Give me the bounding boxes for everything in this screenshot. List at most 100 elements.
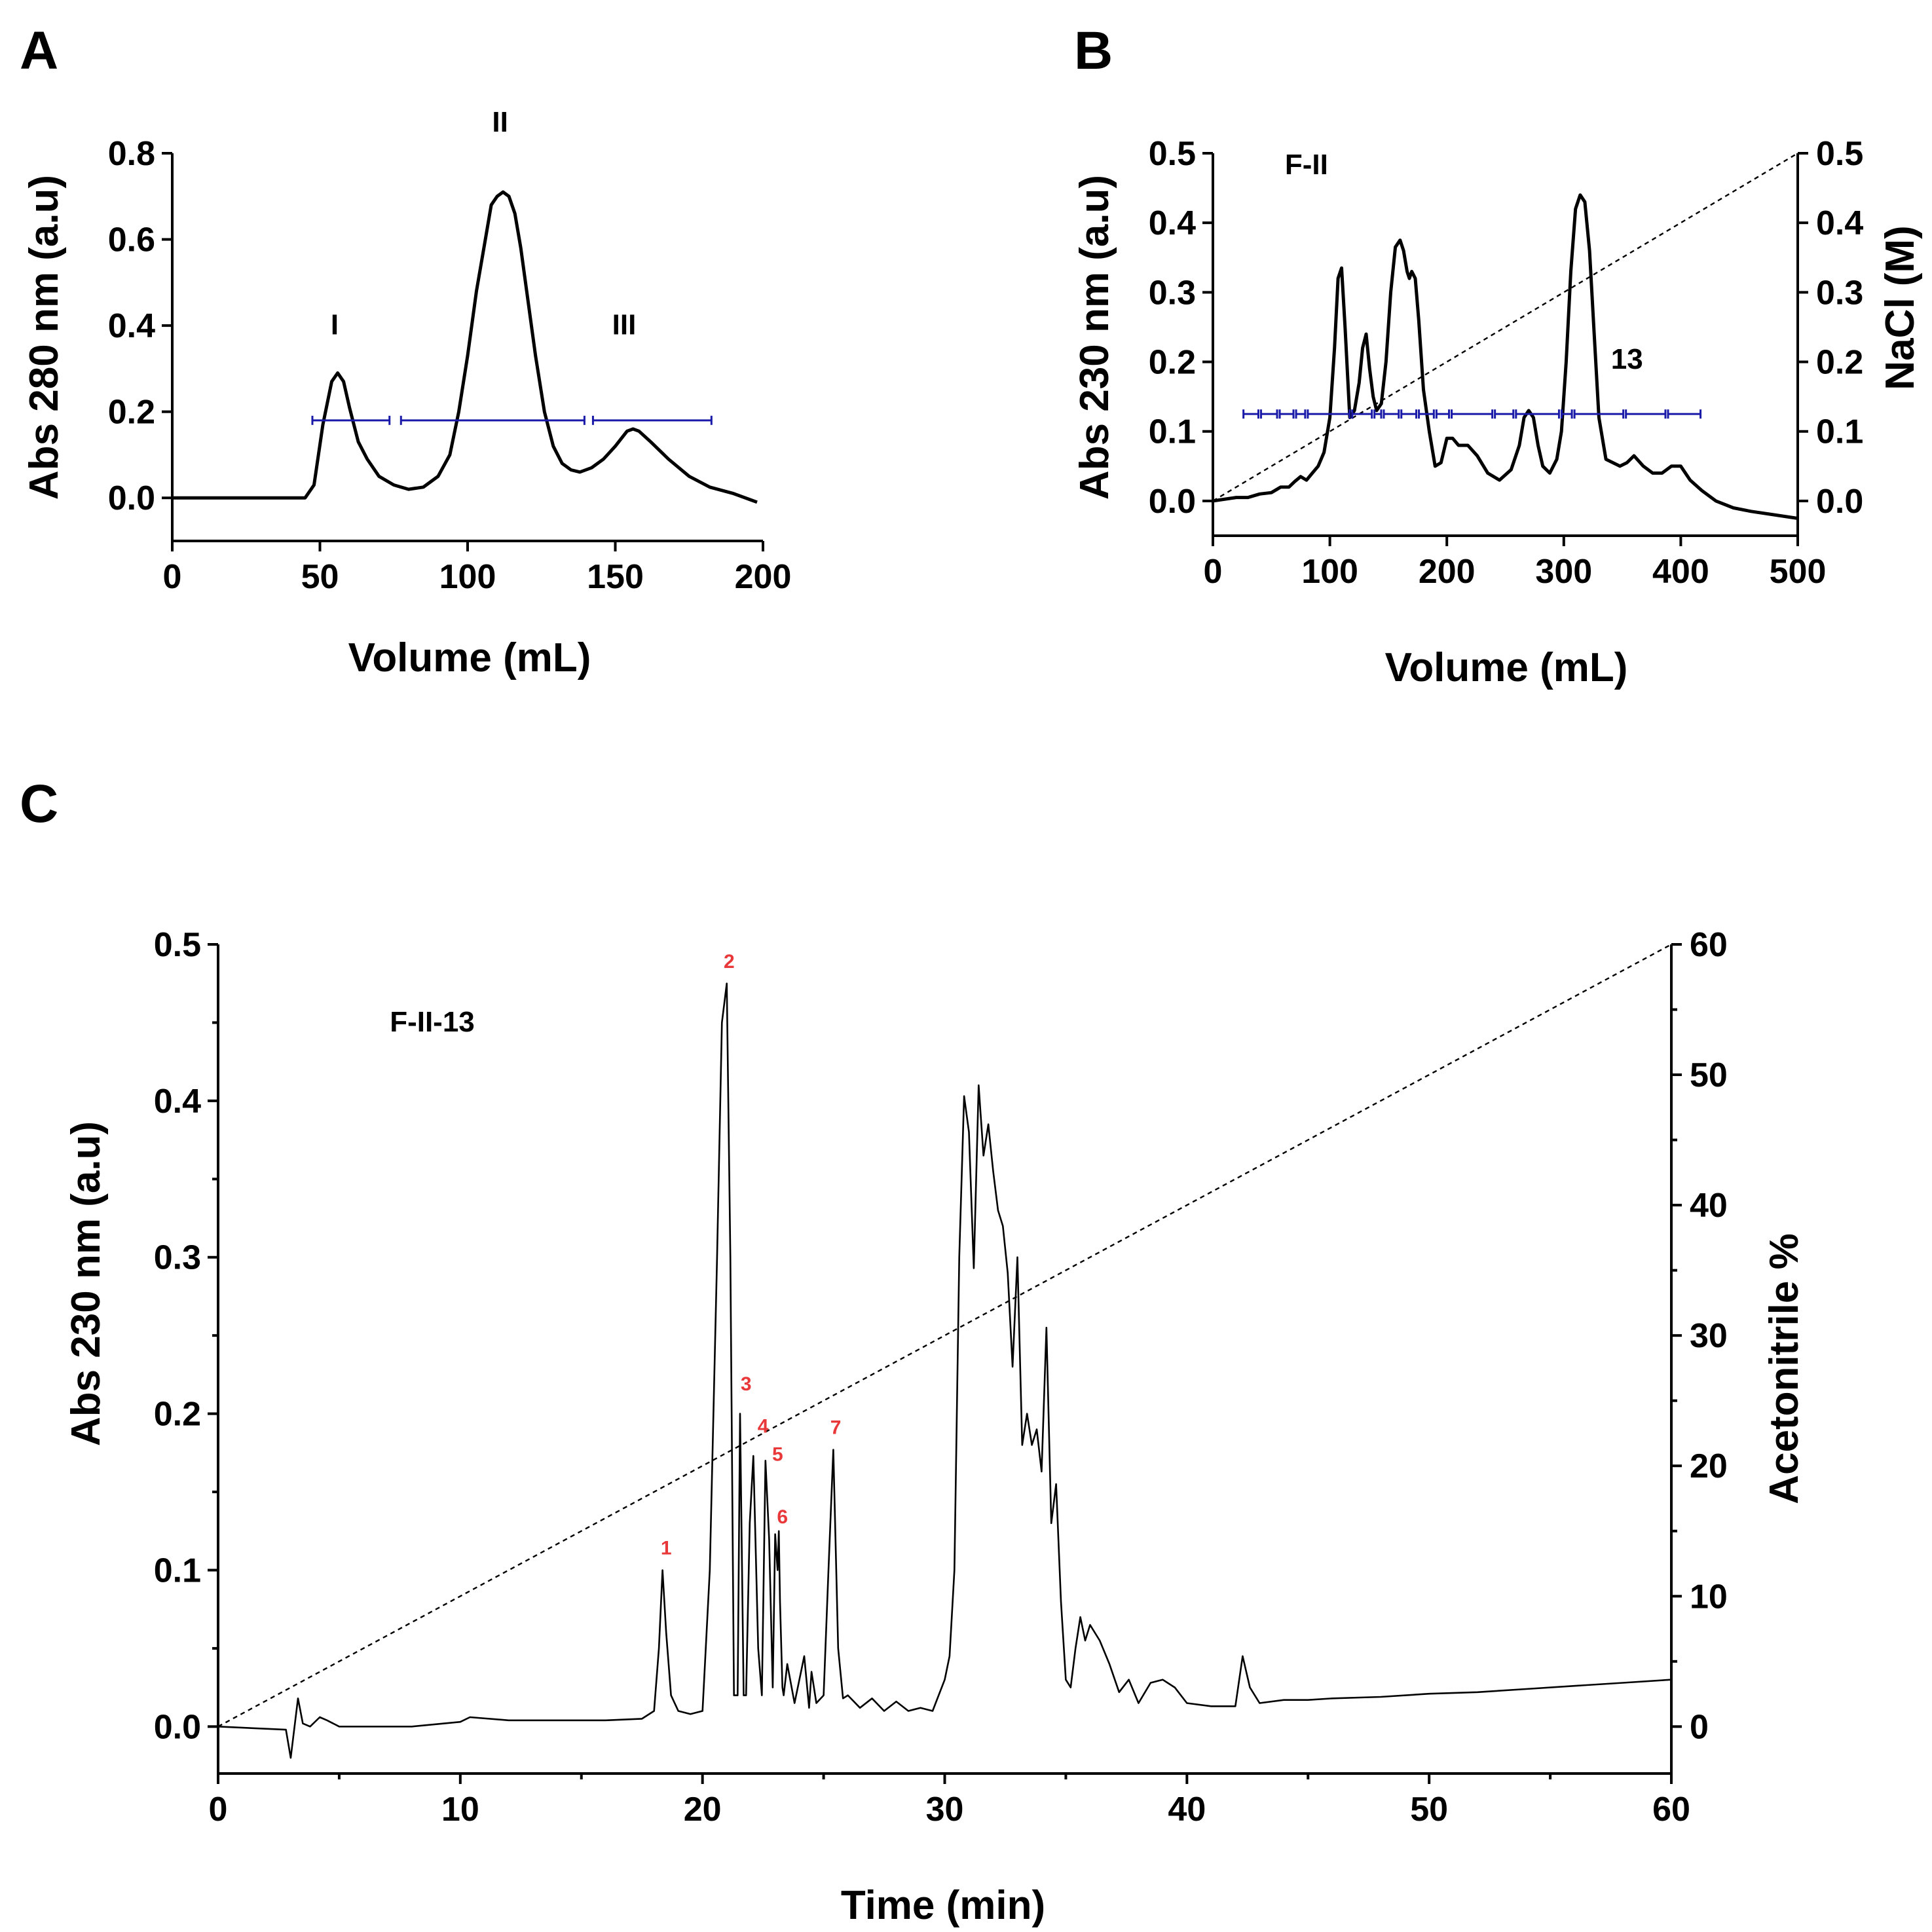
panel-c-peak-label: 2 [724, 951, 735, 973]
panel-c-peak-label: 3 [741, 1373, 752, 1395]
panel-b-annotation: 13 [1611, 343, 1643, 375]
panel-a-x-tick-label: 50 [301, 558, 339, 596]
panel-b-annotation: F-II [1285, 149, 1328, 181]
panel-b-fraction-bar [1242, 409, 1259, 419]
panel-letter-b: B [1074, 21, 1113, 81]
panel-b-y2-tick-label: 0.1 [1816, 413, 1863, 451]
panel-c-y-tick-label: 0.5 [154, 926, 201, 964]
panel-b-fraction-bar [1418, 409, 1435, 419]
panel-a-x-tick-label: 200 [735, 558, 792, 596]
panel-b-fraction-bar [1400, 409, 1418, 419]
panel-b-x-tick-label: 200 [1419, 553, 1476, 591]
panel-a-y-tick-label: 0.8 [108, 135, 155, 173]
panel-a-y-tick-label: 0.0 [108, 479, 155, 517]
panel-b-fraction-bar [1295, 409, 1307, 419]
panel-c-x-tick-label: 20 [684, 1791, 722, 1829]
panel-c-y2-tick-label: 30 [1690, 1317, 1728, 1355]
panel-b-fraction-bar [1560, 409, 1573, 419]
panel-c-y2-tick-label: 10 [1690, 1578, 1728, 1616]
panel-b-x-axis-title: Volume (mL) [1385, 645, 1628, 690]
panel-c-y2-axis-title: Acetonitrile % [1762, 1233, 1807, 1504]
panel-b-y2-axis-title: NaCl (M) [1878, 225, 1923, 390]
panel-a-x-tick-label: 0 [163, 558, 182, 596]
panel-c-y2-tick-label: 0 [1690, 1708, 1709, 1746]
panel-b-fraction-bar [1573, 409, 1625, 419]
panel-b-fraction-bar [1667, 409, 1702, 419]
panel-c-y-tick-label: 0.1 [154, 1551, 201, 1589]
panel-c-peak-label: 7 [830, 1417, 842, 1439]
panel-b-fraction-bar [1515, 409, 1560, 419]
panel-c-y2-tick-label: 20 [1690, 1447, 1728, 1485]
panel-c-trace [217, 982, 1672, 1759]
panel-a-fraction-bar [311, 415, 391, 425]
panel-c-y-tick-label: 0.3 [154, 1239, 201, 1277]
panel-a-annotation: III [612, 308, 637, 341]
panel-b-x-tick-label: 0 [1204, 553, 1223, 591]
panel-c-y-axis-title: Abs 230 nm (a.u) [64, 1121, 109, 1446]
panel-b-x-tick-label: 300 [1535, 553, 1592, 591]
panel-c-plot: 0 10 20 30 40 50 60 0.0 0.1 0.2 0.3 0.4 0.5 0 10 20 30 40… [154, 926, 1728, 1829]
panel-b-x-tick-label: 500 [1770, 553, 1827, 591]
panel-c-x-axis-title: Time (min) [841, 1883, 1045, 1928]
panel-b-fraction-bar [1307, 409, 1351, 419]
panel-b-fraction-bar [1625, 409, 1667, 419]
panel-c-y2-tick-label: 50 [1690, 1056, 1728, 1094]
panel-c-x-tick-label: 0 [209, 1791, 228, 1829]
panel-a-y-tick-label: 0.6 [108, 221, 155, 259]
panel-c-gradient-line [217, 943, 1672, 1728]
panel-b: B 0 100 200 300 400 5000.00.10.20.30.40.50.00… [1072, 21, 1923, 690]
panel-c-x-tick-label: 50 [1410, 1791, 1448, 1829]
panel-c: C 0 10 20 30 40 50 60 0.0 0.1 0.2 0.3 0.4 0.5 0 10 20 30… [20, 774, 1807, 1928]
panel-c-y-tick-label: 0.4 [154, 1083, 201, 1121]
panel-b-y2-tick-label: 0.4 [1816, 204, 1863, 242]
panel-c-y-tick-label: 0.0 [154, 1708, 201, 1746]
panel-b-y2-tick-label: 0.2 [1816, 344, 1863, 382]
panel-letter-c: C [20, 774, 58, 834]
panel-b-fraction-bar [1494, 409, 1515, 419]
panel-b-plot: 0 100 200 300 400 500 0.0 0.1 0.2 0.3 0.4 0.5 0.0 0.1… [1149, 135, 1864, 591]
panel-b-y-tick-label: 0.5 [1149, 135, 1196, 173]
panel-c-x-tick-label: 30 [926, 1791, 964, 1829]
panel-b-y2-tick-label: 0.0 [1816, 483, 1863, 521]
panel-b-gradient-line [1212, 152, 1798, 502]
panel-b-y-tick-label: 0.4 [1149, 204, 1196, 242]
panel-b-fraction-bar [1351, 409, 1373, 419]
panel-b-x-tick-label: 400 [1652, 553, 1709, 591]
panel-b-fraction-bar [1278, 409, 1295, 419]
panel-b-fraction-bar [1259, 409, 1278, 419]
panel-c-peak-label: 1 [661, 1538, 672, 1559]
panel-c-peak-label: 4 [758, 1415, 769, 1437]
panel-a-y-axis-title: Abs 280 nm (a.u) [22, 175, 67, 500]
panel-c-y2-tick-label: 40 [1690, 1187, 1728, 1225]
panel-b-fraction-bar [1451, 409, 1494, 419]
panel-c-sample-label: F-II-13 [390, 1006, 475, 1038]
panel-b-y2-tick-label: 0.3 [1816, 274, 1863, 312]
panel-b-y-tick-label: 0.0 [1149, 483, 1196, 521]
panel-b-x-tick-label: 100 [1301, 553, 1358, 591]
panel-c-peak-label: 5 [772, 1443, 783, 1465]
panel-c-x-tick-label: 60 [1652, 1791, 1690, 1829]
panel-c-x-tick-label: 40 [1168, 1791, 1206, 1829]
panel-b-y-axis-title: Abs 230 nm (a.u) [1072, 175, 1117, 500]
panel-b-fraction-bar [1383, 409, 1400, 419]
panel-b-y-tick-label: 0.1 [1149, 413, 1196, 451]
panel-c-peak-label: 6 [777, 1506, 788, 1528]
panel-b-y-tick-label: 0.3 [1149, 274, 1196, 312]
panel-a-x-axis-title: Volume (mL) [348, 635, 591, 680]
panel-a-fraction-bar [399, 415, 585, 425]
panel-a-x-tick-label: 100 [439, 558, 496, 596]
panel-a-fraction-bar [591, 415, 713, 425]
panel-c-y2-tick-label: 60 [1690, 926, 1728, 964]
panel-letter-a: A [20, 21, 58, 81]
panel-c-y-tick-label: 0.2 [154, 1396, 201, 1434]
panel-b-fraction-bar [1373, 409, 1383, 419]
panel-a-trace [172, 190, 758, 504]
panel-a-annotation: I [331, 308, 339, 341]
panel-b-y-tick-label: 0.2 [1149, 344, 1196, 382]
panel-b-y2-tick-label: 0.5 [1816, 135, 1863, 173]
panel-a-annotation: II [492, 106, 508, 138]
